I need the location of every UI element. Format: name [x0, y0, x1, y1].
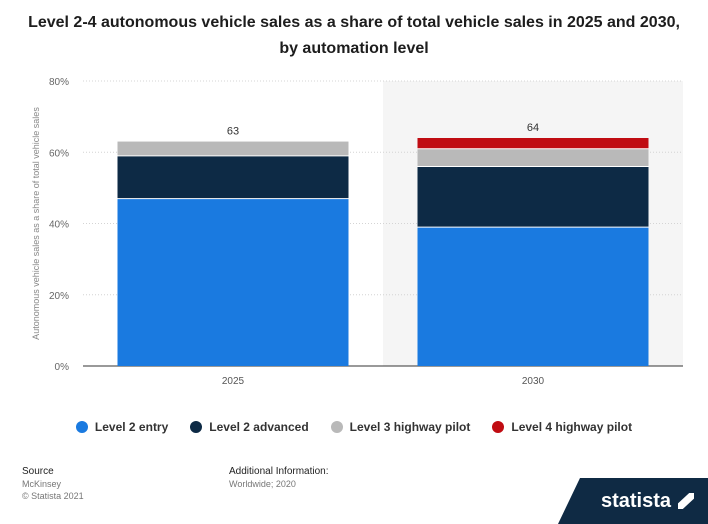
- legend-item-level2-entry[interactable]: Level 2 entry: [75, 420, 169, 434]
- legend-item-level3-highway-pilot[interactable]: Level 3 highway pilot: [330, 420, 471, 434]
- y-tick-label: 0%: [55, 362, 70, 373]
- chart-svg: 0% 20% 40% 60% 80% Autonomous vehicle sales a…: [31, 77, 683, 387]
- legend-dot-icon: [330, 421, 343, 433]
- legend-label: Level 2 advanced: [209, 420, 309, 434]
- legend-label: Level 3 highway pilot: [349, 420, 471, 434]
- brand-name: statista: [600, 489, 671, 512]
- legend-label: Level 4 highway pilot: [511, 420, 633, 434]
- legend: Level 2 entry Level 2 advanced Level 3 h…: [0, 420, 708, 434]
- legend-dot-icon: [190, 421, 203, 433]
- y-tick-label: 80%: [49, 77, 69, 88]
- bar-total-label: 63: [227, 126, 239, 138]
- x-tick-label: 2030: [522, 376, 545, 387]
- bar-segment-3-1: [417, 138, 649, 149]
- y-tick-label: 60%: [49, 148, 69, 159]
- bar-segment-1-1: [417, 166, 649, 228]
- copyright: © Statista 2021: [22, 491, 84, 501]
- statista-icon: [678, 493, 694, 509]
- additional-info-block: Additional Information: Worldwide; 2020: [229, 466, 329, 490]
- source-name[interactable]: McKinsey: [22, 479, 62, 489]
- bar-segment-0-0: [117, 198, 349, 366]
- chart-title: Level 2-4 autonomous vehicle sales as a …: [0, 10, 708, 62]
- y-axis-title: Autonomous vehicle sales as a share of t…: [31, 107, 41, 340]
- additional-info-text: Worldwide; 2020: [229, 479, 296, 489]
- x-tick-label: 2025: [222, 376, 245, 387]
- legend-dot-icon: [75, 421, 88, 433]
- legend-dot-icon: [492, 421, 505, 433]
- additional-info-heading: Additional Information:: [229, 466, 329, 477]
- y-tick-label: 40%: [49, 220, 69, 231]
- legend-item-level4-highway-pilot[interactable]: Level 4 highway pilot: [492, 420, 632, 434]
- source-block: Source McKinsey © Statista 2021: [22, 466, 84, 502]
- source-heading: Source: [22, 466, 54, 477]
- legend-item-level2-advanced[interactable]: Level 2 advanced: [190, 420, 309, 434]
- bar-segment-0-1: [417, 227, 649, 366]
- bar-segment-2-1: [417, 148, 649, 167]
- legend-label: Level 2 entry: [94, 420, 169, 434]
- title-line-1: Level 2-4 autonomous vehicle sales as a …: [28, 14, 680, 31]
- bar-total-label: 64: [527, 122, 539, 134]
- statista-logo[interactable]: statista: [558, 478, 708, 524]
- y-tick-label: 20%: [49, 291, 69, 302]
- bar-segment-1-0: [117, 155, 349, 199]
- title-line-2: by automation level: [279, 40, 429, 57]
- bar-segment-2-0: [117, 141, 349, 156]
